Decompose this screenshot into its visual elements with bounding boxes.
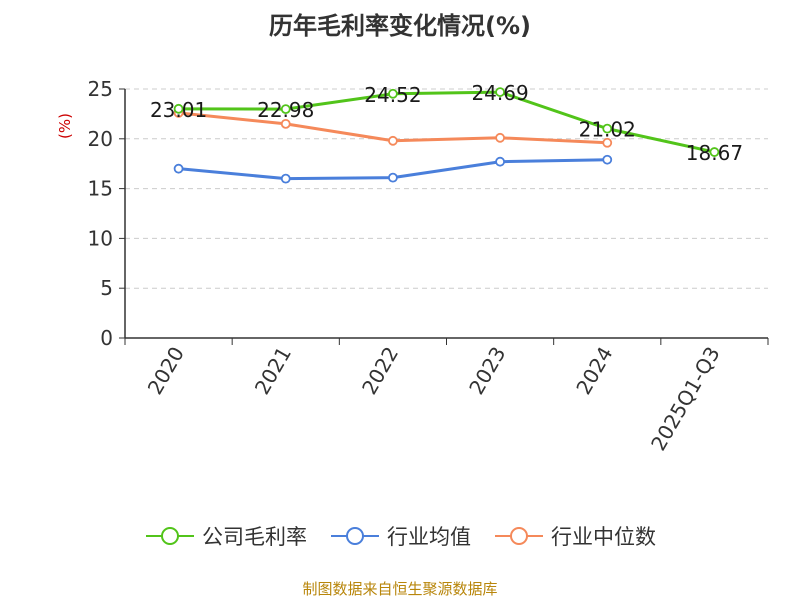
legend-label-industry-median: 行业中位数 — [551, 525, 656, 549]
y-axis-label: (%) — [56, 113, 74, 139]
x-tick-label-2021: 2021 — [250, 343, 296, 399]
data-label-2: 24.52 — [364, 83, 421, 107]
data-label-3: 24.69 — [471, 81, 528, 105]
legend-item-industry-mean[interactable]: 行业均值 — [329, 521, 471, 551]
data-point-s0-3 — [495, 87, 505, 97]
y-tick-label-5: 5 — [100, 276, 113, 300]
data-point-s1-4 — [602, 154, 613, 165]
data-label-5: 18.67 — [686, 141, 743, 165]
y-tick-label-25: 25 — [88, 77, 113, 101]
data-point-s0-4 — [602, 123, 613, 134]
source-note: 制图数据来自恒生聚源数据库 — [302, 580, 498, 598]
data-point-s2-3 — [495, 132, 505, 143]
legend-label-company: 公司毛利率 — [202, 525, 307, 549]
y-tick-label-10: 10 — [88, 226, 113, 250]
chart-title: 历年毛利率变化情况(%) — [269, 12, 531, 40]
data-label-4: 21.02 — [579, 118, 636, 142]
data-point-s2-2 — [388, 135, 398, 146]
y-tick-label-0: 0 — [100, 326, 113, 350]
series-line-0 — [178, 90, 715, 154]
legend-item-industry-median[interactable]: 行业中位数 — [493, 521, 656, 551]
data-point-s0-5 — [709, 147, 720, 157]
x-tick-label-2025Q1-Q3: 2025Q1-Q3 — [646, 343, 725, 455]
x-tick-label-2023: 2023 — [464, 343, 510, 399]
data-point-s0-0 — [173, 103, 184, 114]
legend-label-industry-mean: 行业均值 — [387, 525, 471, 549]
data-point-s1-0 — [173, 163, 184, 174]
data-point-s1-2 — [388, 172, 398, 183]
data-label-0: 23.01 — [150, 98, 207, 122]
x-tick-label-2020: 2020 — [143, 343, 189, 399]
legend-item-company[interactable]: 公司毛利率 — [144, 521, 307, 551]
y-tick-label-15: 15 — [88, 177, 113, 201]
legend-blue-line-icon — [331, 527, 379, 545]
data-point-s2-1 — [280, 118, 291, 129]
x-tick-label-2024: 2024 — [571, 343, 617, 399]
legend-green-line-icon — [146, 527, 194, 545]
data-point-s1-3 — [495, 156, 505, 167]
data-point-s0-1 — [280, 104, 291, 115]
data-point-s0-2 — [388, 88, 398, 99]
legend-orange-line-icon — [495, 527, 543, 545]
legend: 公司毛利率 行业均值 行业中位数 — [0, 520, 800, 552]
y-tick-label-20: 20 — [88, 127, 113, 151]
data-point-s2-4 — [602, 137, 613, 148]
x-tick-label-2022: 2022 — [357, 343, 403, 399]
data-point-s1-1 — [280, 173, 291, 184]
data-label-1: 22.98 — [257, 98, 314, 122]
